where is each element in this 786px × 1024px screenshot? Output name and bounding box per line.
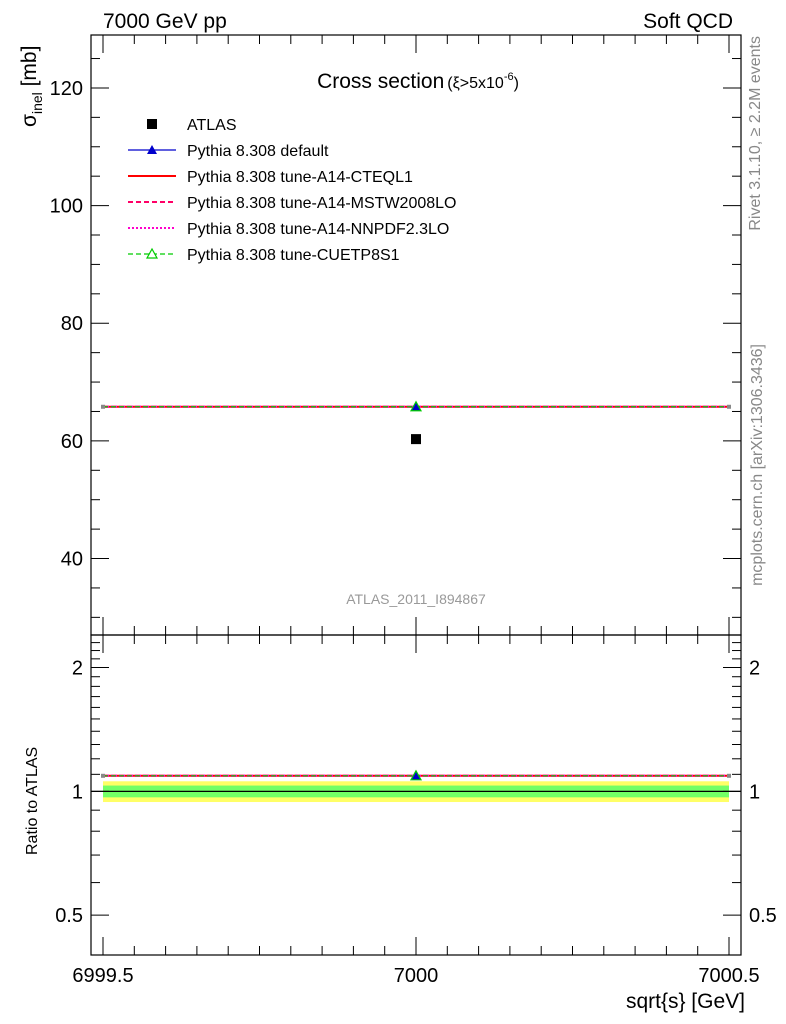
- main-y-tick-label: 100: [50, 196, 83, 218]
- plot-title-sub-post: ): [514, 75, 519, 92]
- mcplots-label: mcplots.cern.ch [arXiv:1306.3436]: [749, 344, 766, 586]
- analysis-id-label: ATLAS_2011_I894867: [346, 591, 486, 607]
- ratio-y-tick-label: 1: [72, 781, 83, 803]
- ratio-marker-default: [411, 770, 421, 780]
- main-data-point: [411, 434, 421, 445]
- main-y-tick-label: 60: [61, 431, 83, 453]
- main-line-end-left: [101, 404, 105, 409]
- plot-title-sub-pre: (ξ>5x10: [447, 75, 504, 92]
- main-y-axis-label: σinel [mb]: [18, 46, 45, 127]
- ratio-line-end-left: [101, 773, 105, 778]
- legend-item-mstw: Pythia 8.308 tune-A14-MSTW2008LO: [128, 195, 456, 212]
- legend-marker-cuetp8s1: [145, 247, 159, 259]
- legend-label-cteql1: Pythia 8.308 tune-A14-CTEQL1: [187, 169, 413, 186]
- legend-label-cuetp8s1: Pythia 8.308 tune-CUETP8S1: [187, 247, 400, 264]
- legend-label-default: Pythia 8.308 default: [187, 143, 329, 160]
- plot-title: Cross section (ξ>5x10-6): [317, 70, 519, 93]
- legend-label-nnpdf: Pythia 8.308 tune-A14-NNPDF2.3LO: [187, 221, 449, 238]
- ratio-y-tick-label: 2: [72, 658, 83, 680]
- ratio-marker-cuetp8s1: [409, 769, 423, 781]
- x-tick-label: 6999.5: [72, 965, 133, 987]
- x-axis-label: sqrt{s} [GeV]: [626, 990, 745, 1013]
- main-y-tick-label: 80: [61, 313, 83, 335]
- legend-label-mstw: Pythia 8.308 tune-A14-MSTW2008LO: [187, 195, 456, 212]
- legend-marker-default: [147, 145, 157, 154]
- legend-marker-data: [147, 119, 157, 129]
- legend-item-cteql1: Pythia 8.308 tune-A14-CTEQL1: [128, 169, 413, 186]
- main-marker-cuetp8s1: [409, 400, 423, 412]
- plot-title-sub-sup: -6: [504, 71, 514, 83]
- ratio-y-tick-label-right: 2: [749, 658, 760, 680]
- legend-item-data: ATLAS: [147, 117, 237, 134]
- ratio-y-tick-label-right: 1: [749, 781, 760, 803]
- ratio-y-tick-label-right: 0.5: [749, 905, 777, 927]
- ratio-y-axis-label: Ratio to ATLAS: [24, 747, 41, 855]
- rivet-version-label: Rivet 3.1.10, ≥ 2.2M events: [747, 36, 764, 231]
- legend-item-default: Pythia 8.308 default: [128, 143, 329, 160]
- main-marker-default: [411, 401, 421, 411]
- header-left-label: 7000 GeV pp: [103, 10, 227, 33]
- main-y-tick-label: 40: [61, 549, 83, 571]
- main-line-end-right: [727, 404, 731, 409]
- ratio-panel: 0.5 0.5 1 1 2 2 6999.5 7000 7000.5: [55, 634, 777, 987]
- ratio-line-end-right: [727, 773, 731, 778]
- x-tick-label: 7000: [394, 965, 439, 987]
- legend: ATLAS Pythia 8.308 default Pythia 8.308 tu…: [128, 117, 456, 264]
- main-y-axis-label-sub: inel: [29, 92, 45, 114]
- x-tick-label: 7000.5: [698, 965, 759, 987]
- legend-item-nnpdf: Pythia 8.308 tune-A14-NNPDF2.3LO: [128, 221, 449, 238]
- main-y-tick-label: 120: [50, 78, 83, 100]
- plot-title-main: Cross section: [317, 70, 444, 93]
- main-y-axis-label-unit: [mb]: [18, 46, 41, 93]
- main-y-axis-label-sigma: σ: [18, 114, 41, 127]
- ratio-frame: [90, 634, 742, 956]
- legend-item-cuetp8s1: Pythia 8.308 tune-CUETP8S1: [128, 247, 400, 264]
- ratio-y-tick-label: 0.5: [55, 905, 83, 927]
- legend-label-data: ATLAS: [187, 117, 237, 134]
- header-right-label: Soft QCD: [643, 10, 733, 33]
